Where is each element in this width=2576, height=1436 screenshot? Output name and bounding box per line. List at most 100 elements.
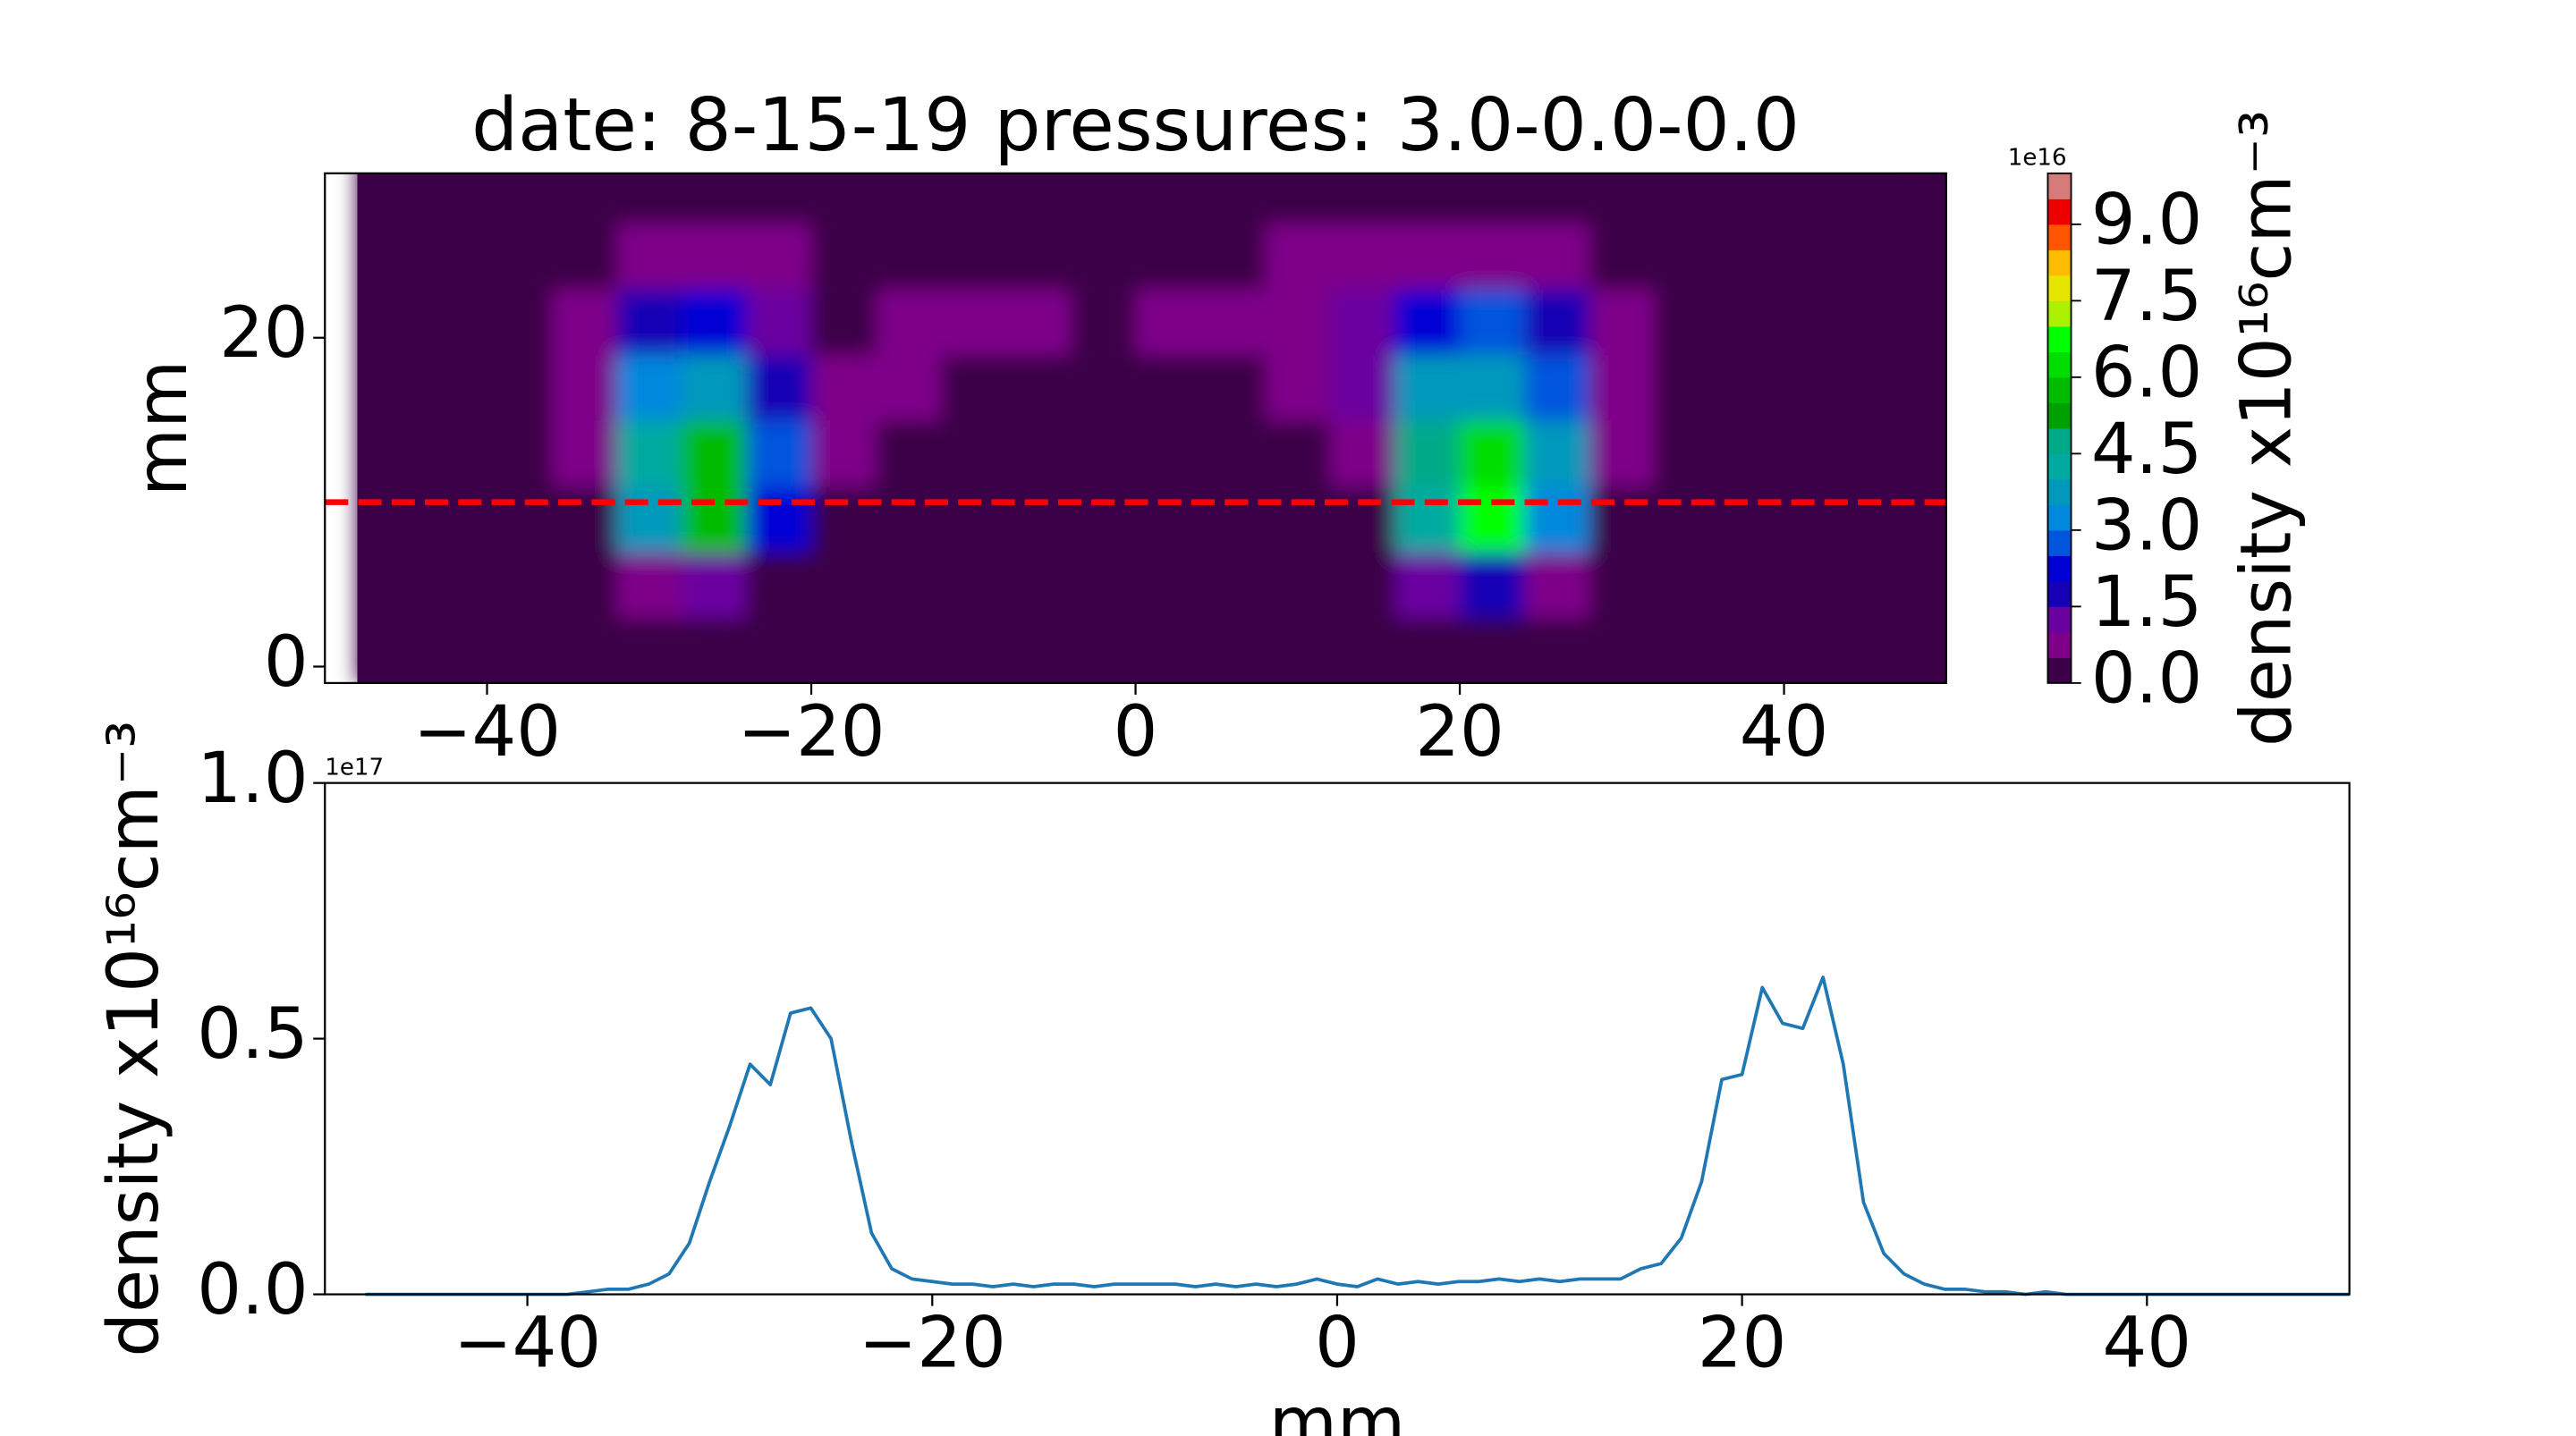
density-cell bbox=[1394, 617, 1461, 683]
density-cell bbox=[552, 354, 618, 421]
density-cell bbox=[616, 288, 682, 356]
density-cell bbox=[1200, 551, 1267, 619]
colorbar-band bbox=[2047, 631, 2072, 658]
density-cell bbox=[811, 223, 877, 290]
density-cell bbox=[1654, 223, 1721, 290]
y-axis-label: mm bbox=[122, 360, 203, 496]
density-cell bbox=[1265, 551, 1331, 619]
density-cell bbox=[682, 354, 748, 421]
density-cell bbox=[1524, 617, 1590, 683]
density-cell bbox=[357, 173, 423, 224]
density-cell bbox=[1784, 486, 1851, 553]
density-cell bbox=[1589, 288, 1656, 356]
density-cell bbox=[1719, 617, 1785, 683]
density-cell bbox=[616, 173, 682, 224]
density-cell bbox=[1394, 486, 1461, 553]
density-cell bbox=[1330, 617, 1396, 683]
density-cell bbox=[1849, 288, 1915, 356]
colorbar-band bbox=[2047, 325, 2072, 352]
density-cell bbox=[552, 486, 618, 553]
density-cell bbox=[1394, 354, 1461, 421]
density-cell bbox=[1460, 419, 1526, 487]
colorbar-band bbox=[2047, 606, 2072, 633]
colorbar-tick-label: 3.0 bbox=[2091, 485, 2202, 566]
density-cell bbox=[422, 486, 488, 553]
density-cell bbox=[422, 419, 488, 487]
density-cell bbox=[616, 551, 682, 619]
density-cell bbox=[1524, 419, 1590, 487]
density-cell bbox=[941, 223, 1007, 290]
density-cell bbox=[1005, 419, 1072, 487]
density-cell bbox=[616, 486, 682, 553]
density-cell bbox=[1200, 288, 1267, 356]
density-cell bbox=[357, 288, 423, 356]
density-cell bbox=[1005, 551, 1072, 619]
density-cell bbox=[746, 419, 812, 487]
density-cell bbox=[1849, 173, 1915, 224]
density-cell bbox=[487, 223, 553, 290]
density-cell bbox=[357, 223, 423, 290]
density-cell bbox=[876, 617, 942, 683]
density-cell bbox=[682, 173, 748, 224]
density-cell bbox=[1135, 173, 1201, 224]
density-cell bbox=[1849, 354, 1915, 421]
density-cell bbox=[422, 617, 488, 683]
density-cell bbox=[746, 486, 812, 553]
density-cell bbox=[1071, 617, 1137, 683]
density-cell bbox=[1005, 223, 1072, 290]
density-cell bbox=[1005, 173, 1072, 224]
density-cell bbox=[357, 354, 423, 421]
y-tick-label: 20 bbox=[219, 292, 309, 374]
density-cell bbox=[811, 486, 877, 553]
density-cell bbox=[1135, 617, 1201, 683]
colorbar-band bbox=[2047, 555, 2072, 582]
density-cell bbox=[1784, 551, 1851, 619]
density-cell bbox=[1394, 288, 1461, 356]
density-cell bbox=[1265, 288, 1331, 356]
density-cell bbox=[1589, 223, 1656, 290]
density-cell bbox=[1460, 288, 1526, 356]
colorbar-label: density x10¹⁶cm⁻³ bbox=[2226, 110, 2308, 747]
colorbar-tick-label: 6.0 bbox=[2091, 332, 2202, 413]
density-cell bbox=[357, 617, 423, 683]
density-cell bbox=[1005, 354, 1072, 421]
colorbar-band bbox=[2047, 478, 2072, 505]
density-cell bbox=[1654, 486, 1721, 553]
density-cell bbox=[1524, 173, 1590, 224]
density-cell bbox=[682, 551, 748, 619]
density-cell bbox=[1719, 223, 1785, 290]
colorbar-band bbox=[2047, 427, 2072, 454]
density-cell bbox=[1460, 354, 1526, 421]
x-tick-label: −20 bbox=[737, 691, 885, 773]
density-cell bbox=[1460, 223, 1526, 290]
density-cell bbox=[487, 354, 553, 421]
density-cell bbox=[876, 354, 942, 421]
cells bbox=[357, 173, 1915, 683]
colorbar-tick-label: 0.0 bbox=[2091, 638, 2202, 719]
x-tick-label: −20 bbox=[859, 1303, 1006, 1384]
density-cell bbox=[1005, 617, 1072, 683]
density-cell bbox=[1071, 223, 1137, 290]
density-cell bbox=[357, 551, 423, 619]
density-cell bbox=[1330, 354, 1396, 421]
x-tick-label: −40 bbox=[453, 1303, 601, 1384]
density-cell bbox=[941, 288, 1007, 356]
density-cell bbox=[682, 288, 748, 356]
density-cell bbox=[1005, 288, 1072, 356]
density-cell bbox=[1460, 617, 1526, 683]
colorbar-band bbox=[2047, 249, 2072, 276]
density-cell bbox=[1200, 354, 1267, 421]
density-cell bbox=[1524, 288, 1590, 356]
density-cell bbox=[1265, 617, 1331, 683]
density-cell bbox=[1200, 223, 1267, 290]
density-cell bbox=[1071, 288, 1137, 356]
density-cell bbox=[1784, 288, 1851, 356]
density-cell bbox=[1460, 173, 1526, 224]
density-cell bbox=[941, 551, 1007, 619]
density-cell bbox=[1654, 288, 1721, 356]
colorbar-band bbox=[2047, 275, 2072, 301]
density-cell bbox=[1719, 419, 1785, 487]
x-tick-label: 0 bbox=[1315, 1303, 1360, 1384]
colorbar-band bbox=[2047, 580, 2072, 607]
density-cell bbox=[682, 419, 748, 487]
